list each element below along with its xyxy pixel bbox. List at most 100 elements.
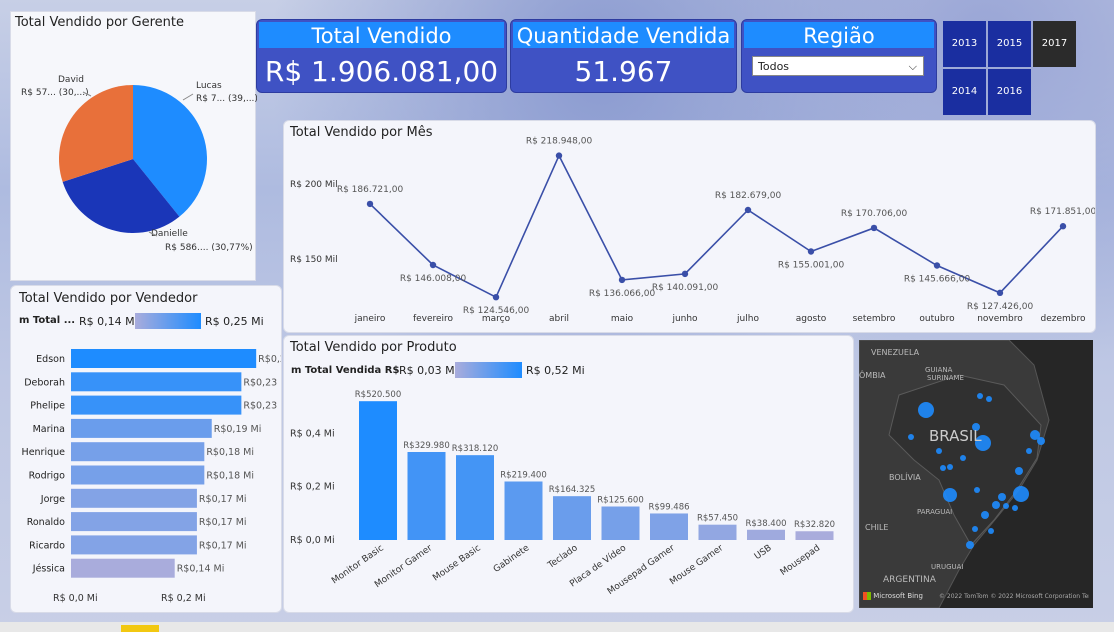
line-point[interactable]	[933, 262, 941, 269]
brazil-map[interactable]	[859, 340, 1093, 608]
produto-bar[interactable]	[359, 401, 397, 540]
kpi-total-value: R$ 1.906.081,00	[264, 55, 499, 88]
pie-value-danielle: R$ 586.... (30,77%)	[165, 243, 253, 253]
line-point[interactable]	[555, 152, 563, 159]
line-point[interactable]	[807, 248, 815, 255]
vendedor-bar[interactable]	[71, 488, 197, 508]
pie-label-david: David	[58, 75, 84, 85]
line-data-label: R$ 146.008,00	[400, 274, 467, 284]
vendedor-bar[interactable]	[71, 372, 242, 392]
map-bubble	[986, 396, 992, 402]
map-bubble	[988, 528, 994, 534]
vendedor-legend-title: m Total ...	[19, 315, 76, 326]
vendedor-bar[interactable]	[71, 418, 212, 438]
line-point[interactable]	[744, 206, 752, 214]
kpi-total-title: Total Vendido	[259, 22, 504, 48]
year-button-2013[interactable]: 2013	[943, 21, 986, 67]
produto-bar[interactable]	[407, 452, 446, 540]
map-bubble	[1003, 503, 1009, 509]
produto-bar[interactable]	[747, 529, 785, 540]
vendedor-label: Marina	[33, 424, 65, 435]
pie-title: Total Vendido por Gerente	[15, 15, 184, 30]
region-slicer: Região Todos ⌵	[741, 19, 937, 93]
line-point[interactable]	[618, 276, 626, 284]
line-title: Total Vendido por Mês	[290, 125, 433, 140]
pie-slice-david[interactable]	[58, 85, 133, 182]
map-label-argentina: ARGENTINA	[883, 575, 936, 585]
produto-bar-chart[interactable]: R$ 0,0 MiR$ 0,2 MiR$ 0,4 MiR$520.500Moni…	[284, 336, 853, 612]
map-bubble	[977, 393, 983, 399]
map-copyright: © 2022 TomTom © 2022 Microsoft Corporati…	[939, 593, 1089, 600]
map-bubble	[960, 455, 966, 461]
pie-slice-lucas[interactable]	[133, 85, 207, 217]
line-xtick: julho	[736, 314, 759, 324]
vendedor-bar-chart[interactable]: Edson R$0,25 Mi Deborah R$0,23 Mi Phelipe R$0…	[11, 286, 281, 612]
map-panel[interactable]: VENEZUELA ÔMBIA GUIANA SURINAME BRASIL B…	[859, 340, 1093, 608]
pie-value-david: R$ 57... (30,...)	[21, 88, 89, 98]
produto-bar[interactable]	[650, 513, 688, 540]
produto-value-label: R$520.500	[355, 390, 401, 400]
pie-label-danielle: Danielle	[151, 229, 188, 239]
line-xtick: dezembro	[1041, 314, 1086, 324]
line-point[interactable]	[429, 261, 437, 269]
produto-bar[interactable]	[698, 524, 737, 540]
produto-value-label: R$32.820	[794, 520, 835, 530]
line-point[interactable]	[366, 200, 374, 208]
vendedor-bar[interactable]	[71, 512, 197, 532]
line-xtick: maio	[611, 314, 634, 324]
produto-xtick: Teclado	[546, 543, 581, 571]
line-point[interactable]	[996, 289, 1004, 297]
line-point[interactable]	[1059, 223, 1067, 230]
bing-logo: Microsoft Bing	[863, 592, 923, 600]
map-bubble	[981, 511, 989, 519]
map-bubble	[1013, 486, 1029, 502]
vendedor-value-label: R$0,23 Mi	[243, 377, 281, 388]
vendedor-bar[interactable]	[71, 535, 197, 555]
produto-value-label: R$164.325	[549, 485, 595, 495]
line-xtick: abril	[549, 314, 569, 324]
produto-panel: Total Vendido por Produto m Total Vendid…	[283, 335, 854, 613]
pie-panel: Total Vendido por Gerente David R$ 57... …	[10, 11, 257, 281]
produto-bar[interactable]	[553, 496, 591, 540]
map-label-paraguai: PARAGUAI	[917, 508, 953, 516]
year-button-2016[interactable]: 2016	[988, 69, 1031, 115]
year-button-2014[interactable]: 2014	[943, 69, 986, 115]
pie-slice-danielle[interactable]	[62, 159, 180, 233]
line-point[interactable]	[681, 270, 689, 278]
map-bubble	[936, 448, 942, 454]
line-point[interactable]	[870, 224, 878, 232]
produto-bar[interactable]	[504, 481, 543, 540]
line-data-label: R$ 127.426,00	[967, 302, 1034, 312]
vendedor-value-label: R$0,19 Mi	[214, 424, 262, 435]
produto-legend-gradient	[455, 362, 522, 378]
vendedor-legend-min: R$ 0,14 Mi	[79, 315, 138, 328]
map-bubble	[943, 488, 957, 502]
vendedor-bar[interactable]	[71, 465, 205, 485]
pie-leader-danielle	[148, 231, 158, 237]
line-point[interactable]	[492, 293, 500, 301]
bing-brand: Microsoft Bing	[873, 592, 923, 600]
line-xtick: fevereiro	[413, 314, 454, 324]
page-tab-indicator[interactable]	[121, 625, 159, 632]
region-title: Região	[744, 22, 934, 48]
pie-chart[interactable]: David R$ 57... (30,...) Lucas R$ 7... (39,.…	[11, 12, 257, 272]
vendedor-bar[interactable]	[71, 349, 257, 368]
line-chart[interactable]: R$ 150 Mil R$ 200 Mil R$ 186.721,00 janeiro…	[284, 121, 1095, 332]
produto-bar[interactable]	[456, 455, 494, 540]
year-button-2015[interactable]: 2015	[988, 21, 1031, 67]
vendedor-bar[interactable]	[71, 442, 205, 462]
map-bubble	[972, 423, 980, 431]
produto-bar[interactable]	[601, 506, 640, 540]
map-bubble	[1030, 430, 1040, 440]
region-dropdown[interactable]: Todos ⌵	[752, 56, 924, 76]
vendedor-value-label: R$0,17 Mi	[199, 540, 247, 551]
vendedor-bar[interactable]	[71, 395, 242, 415]
map-bubble	[992, 501, 1000, 509]
kpi-quantidade-vendida: Quantidade Vendida 51.967	[510, 19, 737, 93]
year-button-2017[interactable]: 2017	[1033, 21, 1076, 67]
vendedor-label: Henrique	[22, 447, 66, 458]
produto-bar[interactable]	[795, 531, 834, 540]
vendedor-value-label: R$0,25 Mi	[258, 354, 281, 365]
vendedor-legend-max: R$ 0,25 Mi	[205, 315, 264, 328]
vendedor-bar[interactable]	[71, 558, 175, 578]
